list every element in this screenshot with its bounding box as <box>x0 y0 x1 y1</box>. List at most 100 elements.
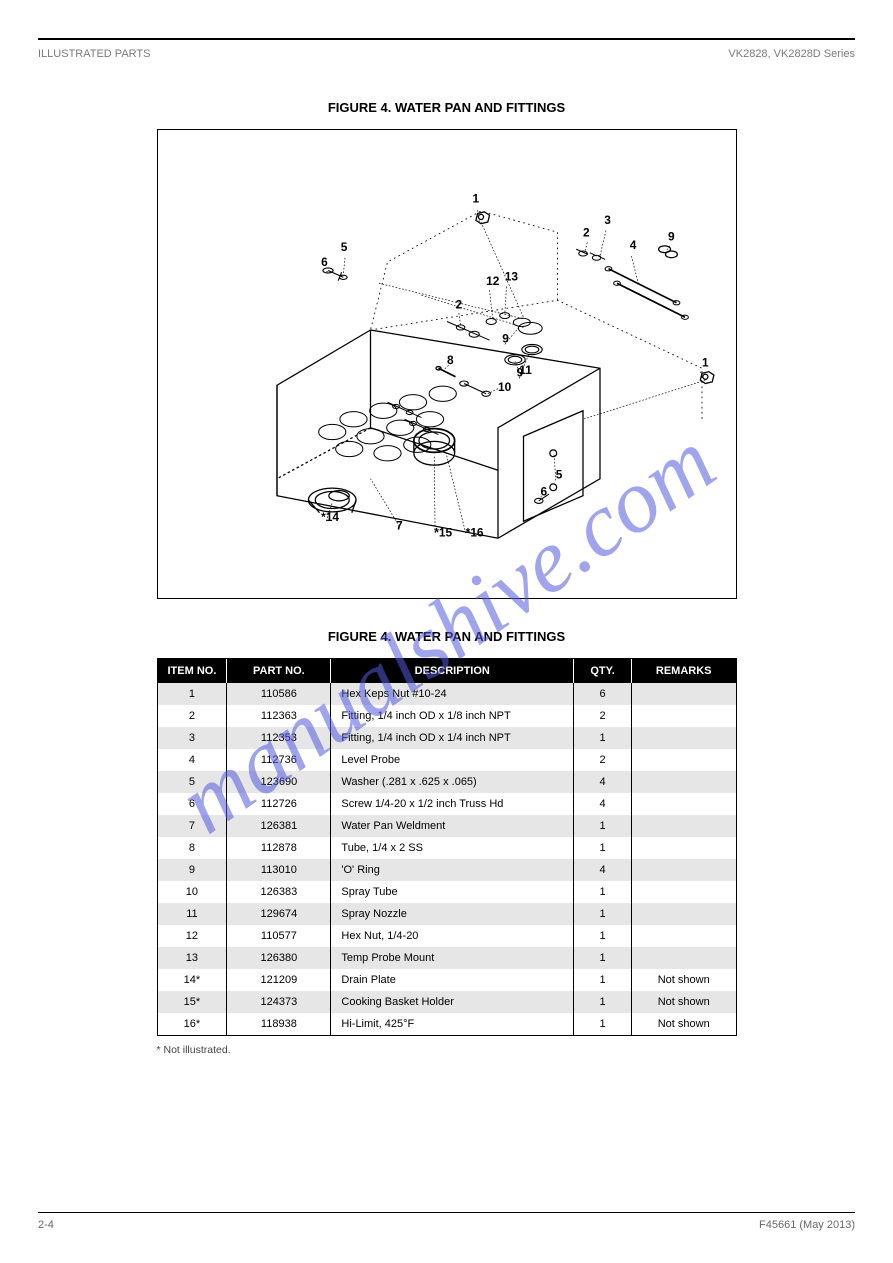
parts-table: ITEM NO.PART NO.DESCRIPTIONQTY.REMARKS 1… <box>158 659 736 1035</box>
table-cell: 1 <box>574 991 632 1013</box>
table-cell: 8 <box>158 837 227 859</box>
header: ILLUSTRATED PARTS VK2828, VK2828D Series <box>38 48 855 60</box>
table-title: FIGURE 4. WATER PAN AND FITTINGS <box>0 629 893 644</box>
table-cell: Fitting, 1/4 inch OD x 1/4 inch NPT <box>331 727 574 749</box>
footer-page: 2-4 <box>38 1219 54 1231</box>
table-cell: 129674 <box>227 903 331 925</box>
header-rule <box>38 38 855 40</box>
table-cell <box>631 705 735 727</box>
table-cell: 112726 <box>227 793 331 815</box>
table-row: 2112363Fitting, 1/4 inch OD x 1/8 inch N… <box>158 705 736 727</box>
table-cell: 11 <box>158 903 227 925</box>
header-left: ILLUSTRATED PARTS <box>38 48 150 60</box>
table-cell: 2 <box>574 749 632 771</box>
table-cell: 118938 <box>227 1013 331 1035</box>
table-cell: 2 <box>574 705 632 727</box>
table-cell <box>631 881 735 903</box>
table-row: 15*124373Cooking Basket Holder1Not shown <box>158 991 736 1013</box>
table-cell: 1 <box>574 947 632 969</box>
table-cell: 1 <box>158 683 227 705</box>
table-cell: 4 <box>158 749 227 771</box>
table-cell: Temp Probe Mount <box>331 947 574 969</box>
table-row: 6112726Screw 1/4-20 x 1/2 inch Truss Hd4 <box>158 793 736 815</box>
parts-table-container: ITEM NO.PART NO.DESCRIPTIONQTY.REMARKS 1… <box>157 658 737 1036</box>
table-cell <box>631 749 735 771</box>
svg-text:12: 12 <box>486 274 500 288</box>
table-cell: 10 <box>158 881 227 903</box>
table-cell: 126381 <box>227 815 331 837</box>
table-cell: 112363 <box>227 705 331 727</box>
svg-text:13: 13 <box>504 270 518 284</box>
table-cell: Water Pan Weldment <box>331 815 574 837</box>
table-row: 12110577Hex Nut, 1/4-201 <box>158 925 736 947</box>
table-row: 8112878Tube, 1/4 x 2 SS1 <box>158 837 736 859</box>
table-cell: 1 <box>574 837 632 859</box>
table-cell: 112353 <box>227 727 331 749</box>
table-cell: 1 <box>574 727 632 749</box>
table-cell: 4 <box>574 793 632 815</box>
table-cell: Level Probe <box>331 749 574 771</box>
svg-text:6: 6 <box>540 485 547 499</box>
table-row: 13126380Temp Probe Mount1 <box>158 947 736 969</box>
table-cell: Spray Tube <box>331 881 574 903</box>
footnote: * Not illustrated. <box>157 1044 737 1056</box>
table-header-row: ITEM NO.PART NO.DESCRIPTIONQTY.REMARKS <box>158 659 736 683</box>
section-title: FIGURE 4. WATER PAN AND FITTINGS <box>0 100 893 115</box>
table-cell: 113010 <box>227 859 331 881</box>
svg-text:5: 5 <box>555 468 562 482</box>
table-cell: 1 <box>574 1013 632 1035</box>
table-row: 9113010'O' Ring4 <box>158 859 736 881</box>
col-header: ITEM NO. <box>158 659 227 683</box>
table-cell: Hex Keps Nut #10-24 <box>331 683 574 705</box>
table-row: 4112736Level Probe2 <box>158 749 736 771</box>
table-row: 3112353Fitting, 1/4 inch OD x 1/4 inch N… <box>158 727 736 749</box>
table-cell: 1 <box>574 925 632 947</box>
table-cell <box>631 947 735 969</box>
table-cell: 1 <box>574 815 632 837</box>
table-cell: 1 <box>574 903 632 925</box>
table-cell: 4 <box>574 771 632 793</box>
table-cell <box>631 771 735 793</box>
table-cell: 7 <box>158 815 227 837</box>
svg-text:9: 9 <box>502 332 509 346</box>
svg-text:3: 3 <box>604 213 611 227</box>
table-row: 11129674Spray Nozzle1 <box>158 903 736 925</box>
svg-text:*15: *15 <box>434 526 452 540</box>
col-header: DESCRIPTION <box>331 659 574 683</box>
svg-text:11: 11 <box>519 363 532 377</box>
table-cell: Spray Nozzle <box>331 903 574 925</box>
table-cell: Not shown <box>631 991 735 1013</box>
table-cell: 13 <box>158 947 227 969</box>
table-cell: 15* <box>158 991 227 1013</box>
table-cell <box>631 793 735 815</box>
table-cell: 110577 <box>227 925 331 947</box>
table-cell <box>631 683 735 705</box>
table-cell: 12 <box>158 925 227 947</box>
svg-text:4: 4 <box>629 238 636 252</box>
svg-text:2: 2 <box>583 226 590 240</box>
table-cell: 14* <box>158 969 227 991</box>
table-cell: 6 <box>158 793 227 815</box>
table-cell: 9 <box>158 859 227 881</box>
table-row: 1110586Hex Keps Nut #10-246 <box>158 683 736 705</box>
table-cell: 110586 <box>227 683 331 705</box>
table-row: 10126383Spray Tube1 <box>158 881 736 903</box>
table-cell: 126380 <box>227 947 331 969</box>
footer-doc: F45661 (May 2013) <box>759 1219 855 1231</box>
table-cell: 3 <box>158 727 227 749</box>
svg-text:1: 1 <box>701 356 708 370</box>
table-cell: Drain Plate <box>331 969 574 991</box>
svg-text:1: 1 <box>472 192 479 206</box>
table-cell: 121209 <box>227 969 331 991</box>
table-cell: 6 <box>574 683 632 705</box>
table-cell: Hex Nut, 1/4-20 <box>331 925 574 947</box>
table-row: 16*118938Hi-Limit, 425°F1Not shown <box>158 1013 736 1035</box>
table-cell <box>631 837 735 859</box>
table-cell <box>631 925 735 947</box>
table-cell: 126383 <box>227 881 331 903</box>
table-cell: Not shown <box>631 1013 735 1035</box>
svg-text:10: 10 <box>497 380 511 394</box>
svg-text:9: 9 <box>667 230 674 244</box>
table-cell: Tube, 1/4 x 2 SS <box>331 837 574 859</box>
table-cell: 1 <box>574 881 632 903</box>
